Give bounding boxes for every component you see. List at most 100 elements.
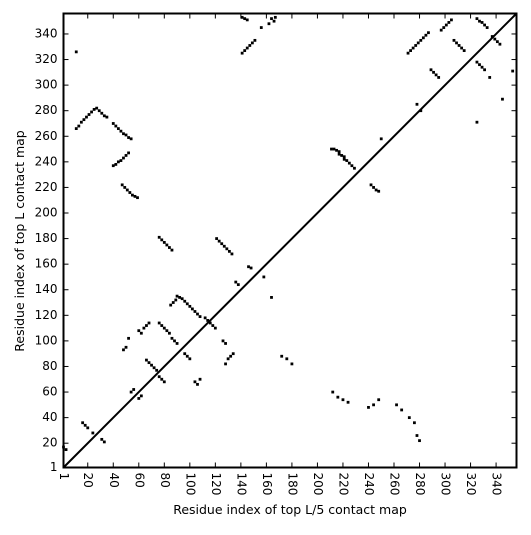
x-tick-label: 240	[362, 473, 376, 496]
contact-point-upper	[119, 129, 123, 133]
y-tick-label: 200	[35, 206, 58, 220]
contact-point-upper	[475, 60, 479, 64]
contact-point-upper	[272, 19, 276, 23]
contact-point-lower	[102, 440, 106, 444]
contact-point-upper	[102, 114, 106, 118]
contact-point-lower	[157, 375, 161, 379]
x-tick-label: 220	[336, 473, 350, 496]
contact-point-upper	[262, 275, 266, 279]
contact-point-upper	[131, 193, 134, 197]
ticks-layer: 1 20 40 60 80 100 120 140 160 180 200 220 240 260 280 3…	[35, 13, 517, 496]
y-tick-label: 80	[42, 359, 57, 373]
contact-point-upper	[198, 315, 202, 318]
x-tick-label: 340	[490, 473, 504, 496]
contact-point-lower	[331, 390, 335, 394]
contact-point-upper	[250, 41, 254, 45]
contact-point-lower	[203, 316, 207, 320]
contact-point-upper	[340, 154, 344, 157]
contact-point-upper	[330, 147, 333, 151]
contact-point-lower	[415, 434, 419, 437]
contact-point-upper	[95, 106, 99, 110]
contact-point-upper	[105, 115, 109, 119]
contact-point-upper	[414, 44, 418, 47]
contact-point-lower	[280, 354, 284, 358]
contact-point-lower	[162, 380, 166, 384]
contact-point-upper	[157, 235, 161, 239]
contact-point-upper	[196, 312, 199, 316]
contact-point-upper	[90, 110, 93, 114]
contact-point-upper	[427, 31, 430, 35]
x-tick-label: 260	[387, 473, 401, 496]
contact-point-lower	[145, 358, 148, 362]
contact-point-lower	[407, 416, 411, 420]
contact-point-lower	[198, 377, 202, 381]
marks-layer	[62, 15, 515, 451]
contact-point-upper	[178, 296, 182, 299]
contact-point-upper	[270, 17, 273, 21]
contact-point-upper	[337, 152, 341, 156]
contact-point-upper	[249, 266, 253, 270]
contact-point-upper	[77, 124, 81, 128]
contact-point-upper	[122, 156, 125, 160]
contact-point-upper	[372, 186, 375, 189]
contact-point-lower	[175, 342, 179, 345]
x-tick-label: 320	[464, 473, 478, 496]
contact-point-lower	[377, 398, 381, 402]
contact-point-upper	[475, 120, 479, 124]
contact-point-lower	[229, 354, 233, 358]
x-tick-label: 60	[132, 473, 146, 488]
contact-point-lower	[122, 348, 125, 352]
contact-point-upper	[82, 118, 86, 122]
contact-point-lower	[91, 431, 95, 435]
contact-point-upper	[87, 113, 91, 116]
contact-point-upper	[332, 147, 336, 151]
x-tick-label: 80	[158, 473, 172, 488]
contact-point-lower	[160, 377, 164, 381]
y-tick-label: 160	[35, 257, 58, 271]
contact-point-upper	[116, 127, 120, 130]
contact-point-upper	[488, 76, 492, 79]
contact-point-upper	[193, 310, 197, 313]
contact-point-upper	[434, 73, 438, 77]
y-tick-label: 20	[42, 436, 57, 450]
contact-point-upper	[128, 191, 132, 194]
contact-point-upper	[444, 23, 448, 27]
contact-point-upper	[485, 26, 489, 29]
contact-point-upper	[480, 65, 484, 69]
x-tick-label: 20	[81, 473, 95, 488]
contact-point-lower	[137, 397, 141, 400]
y-tick-label: 60	[42, 385, 57, 399]
contact-point-upper	[259, 26, 263, 29]
contact-point-upper	[243, 17, 247, 21]
plot-frame	[62, 12, 518, 469]
contact-point-upper	[419, 38, 423, 42]
contact-point-upper	[483, 23, 486, 27]
contact-point-upper	[169, 303, 173, 307]
contact-point-upper	[114, 163, 118, 166]
contact-point-lower	[285, 357, 289, 361]
contact-point-upper	[240, 51, 244, 55]
y-tick-label: 220	[35, 180, 58, 194]
contact-point-lower	[137, 329, 141, 333]
contact-point-upper	[273, 15, 277, 19]
contact-point-lower	[155, 368, 159, 372]
contact-point-lower	[193, 380, 197, 384]
contact-point-upper	[127, 151, 130, 155]
contact-point-upper	[125, 188, 129, 192]
contact-point-lower	[224, 342, 227, 345]
y-tick-label: 240	[35, 154, 58, 168]
contact-point-upper	[119, 159, 123, 162]
contact-point-lower	[160, 324, 164, 327]
contact-point-upper	[248, 44, 252, 47]
contact-point-lower	[395, 403, 398, 407]
contact-point-upper	[457, 44, 461, 47]
contact-point-upper	[74, 50, 78, 54]
contact-point-upper	[64, 448, 68, 451]
y-tick-label: 140	[35, 282, 58, 296]
contact-point-upper	[100, 111, 104, 115]
contact-point-upper	[175, 294, 179, 298]
contact-point-upper	[185, 302, 189, 306]
contact-point-upper	[243, 49, 247, 52]
contact-point-upper	[411, 46, 415, 50]
